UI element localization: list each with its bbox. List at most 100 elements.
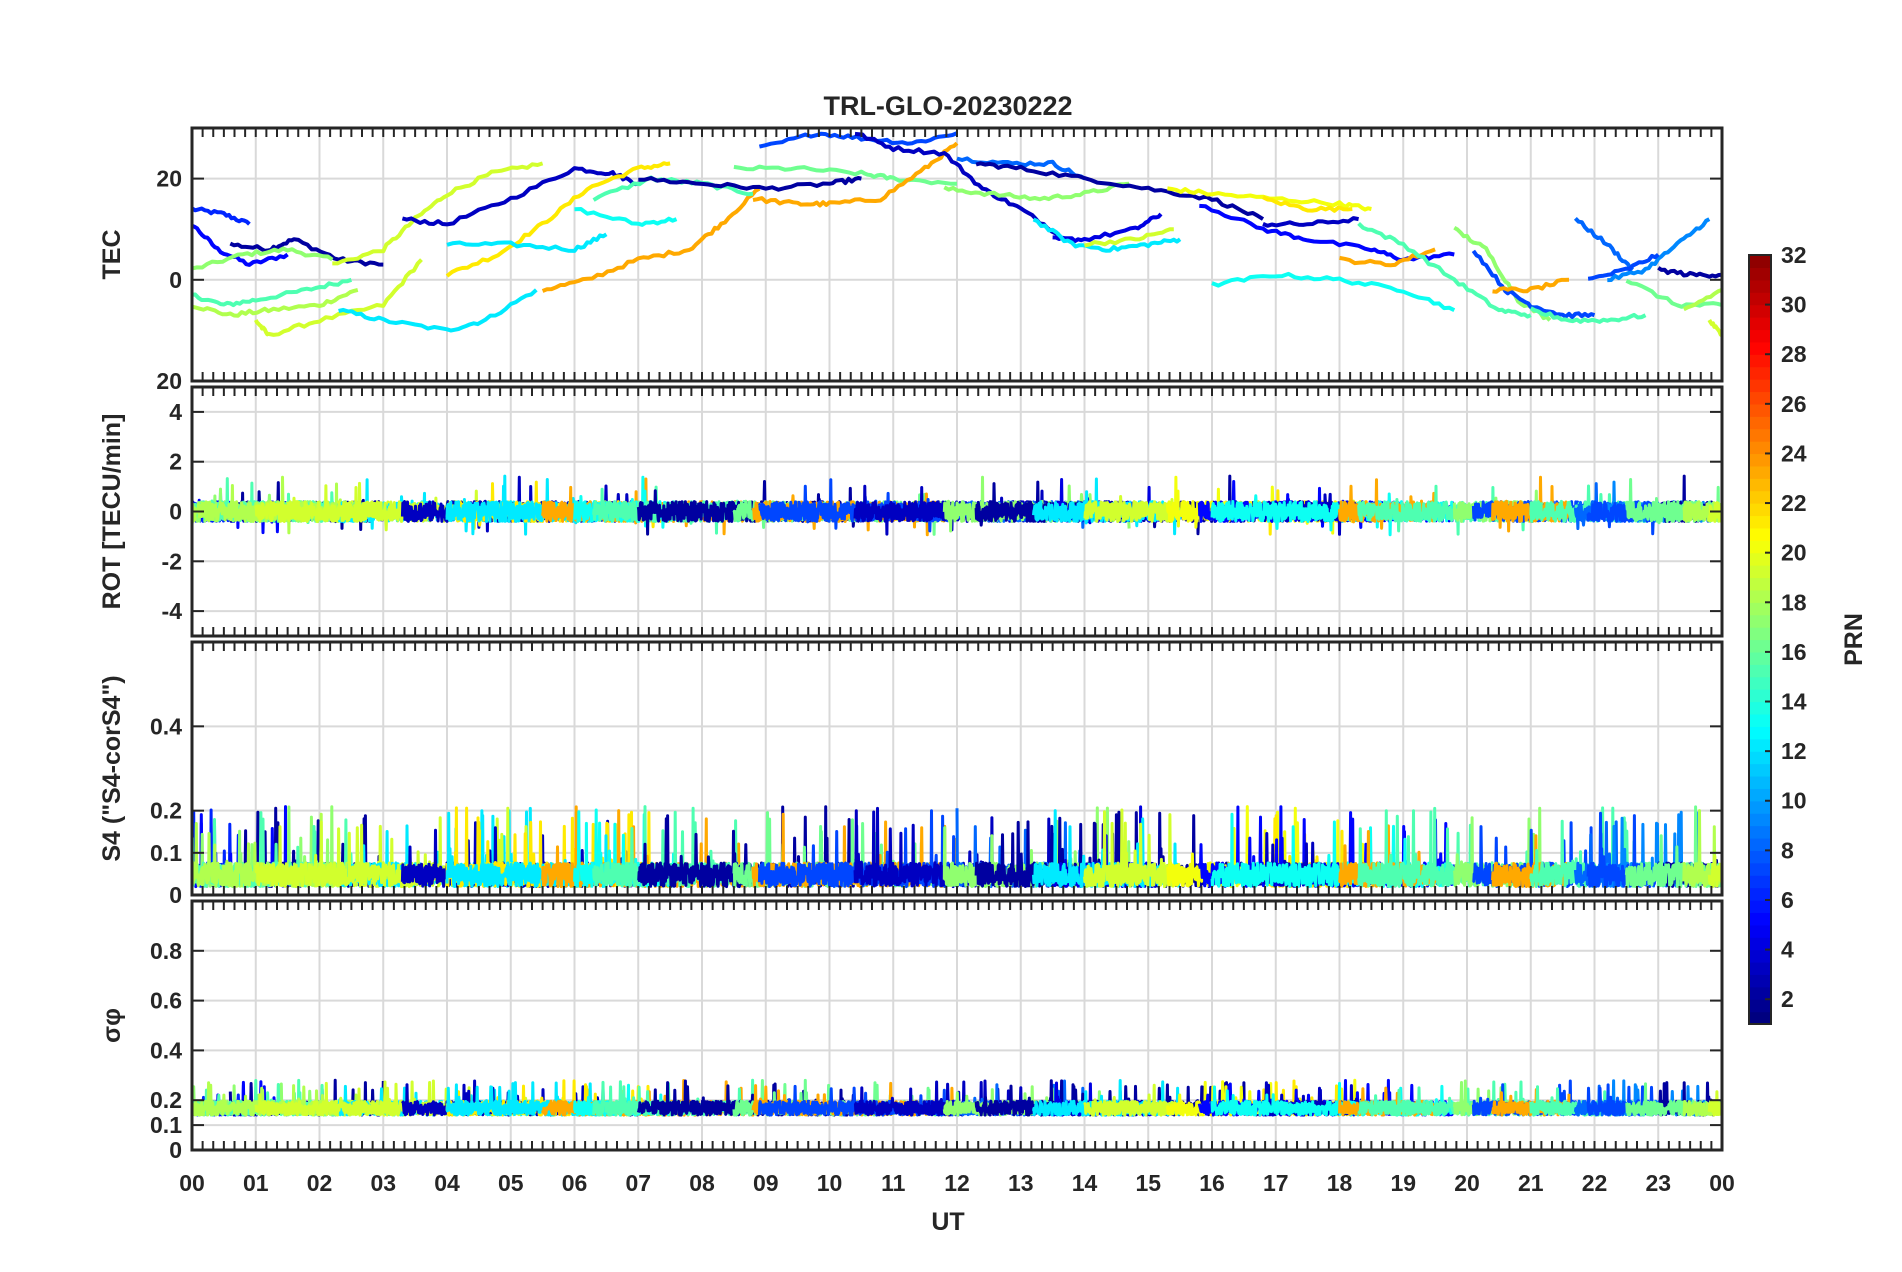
- tec-series-prn-2: [638, 176, 862, 192]
- colorbar-swatch: [1749, 441, 1771, 455]
- tec-series-prn-5: [1199, 203, 1455, 263]
- colorbar-swatch: [1749, 937, 1771, 951]
- y-axis-label-sigma_phi: σφ: [98, 1008, 126, 1043]
- colorbar-swatch: [1749, 527, 1771, 541]
- colorbar-swatch: [1749, 986, 1771, 1000]
- colorbar-swatch: [1749, 515, 1771, 529]
- x-minor-ticks: [191, 387, 1723, 636]
- y-axis-label-s4: S4 ("S4-corS4"): [98, 675, 126, 861]
- tec-series-prn-4: [1052, 212, 1163, 244]
- colorbar-swatch: [1749, 875, 1771, 889]
- colorbar-swatch: [1749, 490, 1771, 504]
- colorbar-swatch: [1749, 602, 1771, 616]
- colorbar-swatch: [1749, 279, 1771, 293]
- x-tick-labels: 00 01 02 03 04 05 06 07 08 09 10 11 12 13 14 15 16 17 18 19…: [179, 1170, 1735, 1196]
- tec-series-prn-21: [1262, 195, 1353, 213]
- colorbar-swatch: [1749, 751, 1771, 765]
- colorbar-swatch: [1749, 775, 1771, 789]
- sigma_phi-series-prn-19: [1707, 1090, 1722, 1117]
- colorbar-tick-label: 22: [1781, 490, 1807, 516]
- tec-series-prn-15: [1529, 306, 1647, 324]
- colorbar-swatch: [1749, 465, 1771, 479]
- colorbar-tick-label: 10: [1781, 788, 1807, 814]
- colorbar-swatch: [1749, 999, 1771, 1013]
- tec-series-prn-16: [733, 164, 957, 186]
- colorbar-swatch: [1749, 974, 1771, 988]
- tec-series-prn-13: [574, 207, 678, 227]
- tec-series-prn-23: [541, 186, 761, 293]
- x-tick-label: 00: [179, 1170, 205, 1196]
- x-tick-label: 01: [243, 1170, 269, 1196]
- colorbar-swatch: [1749, 453, 1771, 467]
- x-tick-label: 10: [817, 1170, 843, 1196]
- colorbar-tick-label: 18: [1781, 589, 1807, 615]
- tec-series-prn-17: [192, 246, 334, 271]
- colorbar-frame: [1748, 254, 1772, 1025]
- colorbar-swatch: [1749, 627, 1771, 641]
- series-group: [192, 474, 1722, 537]
- colorbar-swatch: [1749, 763, 1771, 777]
- tec-series-prn-6: [192, 206, 251, 226]
- colorbar-swatch: [1749, 379, 1771, 393]
- colorbar-swatch: [1749, 589, 1771, 603]
- y-ticks: [192, 410, 1722, 613]
- s4-series-prn-19: [1083, 808, 1176, 889]
- colorbar-swatch: [1749, 255, 1771, 269]
- x-tick-label: 16: [1199, 1170, 1225, 1196]
- colorbar-swatch: [1749, 354, 1771, 368]
- colorbar-swatch: [1749, 899, 1771, 913]
- tec-series-prn-23: [1492, 277, 1570, 294]
- y-tick-label: 0.4: [150, 1037, 182, 1063]
- colorbar-tick-label: 4: [1781, 937, 1794, 963]
- tec-series-prn-9: [1607, 217, 1711, 283]
- x-tick-label: 18: [1327, 1170, 1353, 1196]
- x-tick-label: 05: [498, 1170, 524, 1196]
- tec-series-prn-12: [338, 288, 538, 333]
- panel-rot: -4 -2 0 2 4 ROT [TECU/min]: [98, 385, 1724, 638]
- colorbar-tick-label: 26: [1781, 391, 1807, 417]
- colorbar-tick-label: 12: [1781, 738, 1807, 764]
- tec-series-prn-19: [1084, 227, 1174, 248]
- x-tick-label: 14: [1072, 1170, 1098, 1196]
- x-tick-label: 15: [1135, 1170, 1161, 1196]
- x-tick-label: 21: [1518, 1170, 1544, 1196]
- x-tick-label: 17: [1263, 1170, 1289, 1196]
- colorbar-swatch: [1749, 304, 1771, 318]
- colorbar-swatch: [1749, 639, 1771, 653]
- tec-series-prn-13: [1211, 271, 1456, 312]
- colorbar-swatch: [1749, 614, 1771, 628]
- colorbar-swatch: [1749, 813, 1771, 827]
- tec-series-prn-18: [192, 287, 359, 318]
- chart-title: TRL-GLO-20230222: [823, 91, 1072, 121]
- colorbar-swatch: [1749, 478, 1771, 492]
- y-ticks: [192, 949, 1722, 1151]
- y-axis-label-tec: TEC: [98, 230, 126, 280]
- y-axis-label-rot: ROT [TECU/min]: [98, 414, 126, 610]
- x-axis-label: UT: [931, 1208, 964, 1236]
- colorbar-swatch: [1749, 366, 1771, 380]
- x-tick-label: 23: [1645, 1170, 1671, 1196]
- tec-series-prn-23: [752, 141, 959, 208]
- tec-series-prn-12: [446, 232, 608, 253]
- colorbar-swatch: [1749, 503, 1771, 517]
- y-tick-label: 0: [169, 882, 182, 908]
- panel-tec: 20 0 20 TEC: [98, 126, 1724, 394]
- colorbar-swatch: [1749, 862, 1771, 876]
- colorbar-swatch: [1749, 577, 1771, 591]
- tec-series-prn-15: [1357, 221, 1532, 319]
- colorbar-swatch: [1749, 825, 1771, 839]
- series-group: [192, 1078, 1722, 1117]
- x-tick-label: 00: [1709, 1170, 1735, 1196]
- tec-series-prn-18: [1682, 288, 1722, 312]
- rot-series-prn-19: [1083, 495, 1176, 523]
- tec-series-prn-7: [1587, 252, 1660, 281]
- y-tick-label: 0: [169, 267, 182, 293]
- colorbar-swatch: [1749, 267, 1771, 281]
- colorbar-tick-label: 6: [1781, 887, 1794, 913]
- colorbar-swatch: [1749, 651, 1771, 665]
- colorbar-swatch: [1749, 664, 1771, 678]
- colorbar-tick-label: 32: [1781, 242, 1807, 268]
